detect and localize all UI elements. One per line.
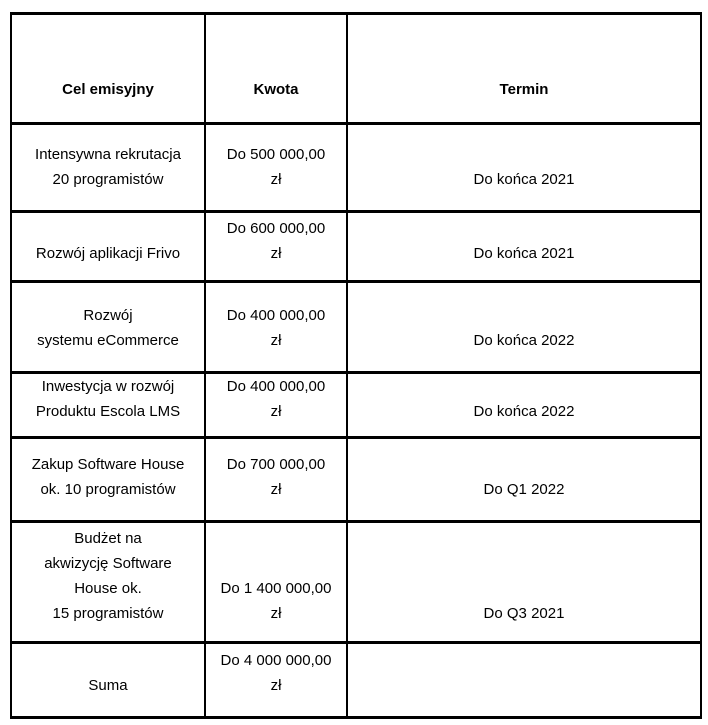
cell-amount: Do 600 000,00 zł bbox=[204, 210, 348, 283]
table-row: Inwestycja w rozwój Produktu Escola LMS … bbox=[10, 371, 702, 439]
cell-deadline: Do końca 2022 bbox=[346, 371, 702, 439]
column-header-kwota: Kwota bbox=[204, 12, 348, 125]
cell-goal: Rozwój systemu eCommerce bbox=[10, 280, 206, 374]
table-row: Rozwój systemu eCommerce Do 400 000,00 z… bbox=[10, 280, 702, 374]
cell-deadline: Do końca 2021 bbox=[346, 122, 702, 213]
table-row: Budżet na akwizycję Software House ok. 1… bbox=[10, 520, 702, 644]
cell-goal: Rozwój aplikacji Frivo bbox=[10, 210, 206, 283]
cell-amount: Do 400 000,00 zł bbox=[204, 371, 348, 439]
table-row: Intensywna rekrutacja 20 programistów Do… bbox=[10, 122, 702, 213]
cell-goal: Suma bbox=[10, 641, 206, 719]
cell-goal: Intensywna rekrutacja 20 programistów bbox=[10, 122, 206, 213]
cell-goal: Zakup Software House ok. 10 programistów bbox=[10, 436, 206, 523]
cell-goal: Budżet na akwizycję Software House ok. 1… bbox=[10, 520, 206, 644]
cell-amount: Do 1 400 000,00 zł bbox=[204, 520, 348, 644]
cell-deadline bbox=[346, 641, 702, 719]
emission-goals-table: Cel emisyjny Kwota Termin Intensywna rek… bbox=[10, 12, 702, 719]
cell-goal: Inwestycja w rozwój Produktu Escola LMS bbox=[10, 371, 206, 439]
cell-deadline: Do Q3 2021 bbox=[346, 520, 702, 644]
column-header-termin: Termin bbox=[346, 12, 702, 125]
header-row: Cel emisyjny Kwota Termin bbox=[10, 12, 702, 125]
cell-amount: Do 500 000,00 zł bbox=[204, 122, 348, 213]
table-row: Suma Do 4 000 000,00 zł bbox=[10, 641, 702, 719]
cell-deadline: Do końca 2022 bbox=[346, 280, 702, 374]
cell-deadline: Do końca 2021 bbox=[346, 210, 702, 283]
cell-amount: Do 4 000 000,00 zł bbox=[204, 641, 348, 719]
table-row: Rozwój aplikacji Frivo Do 600 000,00 zł … bbox=[10, 210, 702, 283]
cell-amount: Do 700 000,00 zł bbox=[204, 436, 348, 523]
cell-amount: Do 400 000,00 zł bbox=[204, 280, 348, 374]
cell-deadline: Do Q1 2022 bbox=[346, 436, 702, 523]
table-row: Zakup Software House ok. 10 programistów… bbox=[10, 436, 702, 523]
column-header-cel-emisyjny: Cel emisyjny bbox=[10, 12, 206, 125]
